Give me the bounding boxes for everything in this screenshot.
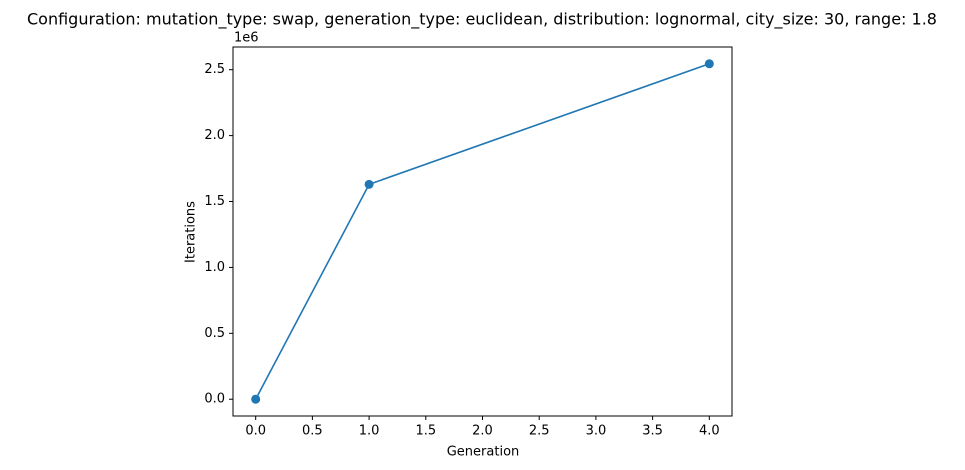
x-axis-label: Generation: [447, 445, 520, 460]
data-point: [704, 59, 714, 69]
y-tick-label: 1.5: [204, 194, 225, 209]
y-tick-label: 0.0: [204, 392, 225, 407]
y-tick-label: 2.5: [204, 62, 225, 77]
x-tick-label: 1.5: [415, 424, 436, 439]
x-tick-label: 1.0: [359, 424, 380, 439]
x-tick-label: 2.0: [472, 424, 493, 439]
x-tick-label: 3.0: [586, 424, 607, 439]
data-point: [364, 179, 374, 189]
data-line: [254, 63, 710, 400]
chart-title: Configuration: mutation_type: swap, gene…: [27, 10, 937, 30]
y-tick-label: 0.5: [204, 326, 225, 341]
y-offset-label: 1e6: [234, 31, 259, 46]
x-tick-label: 3.5: [642, 424, 663, 439]
plot-frame: [232, 46, 733, 417]
data-point: [251, 394, 261, 404]
x-tick-label: 0.0: [245, 424, 266, 439]
y-tick-label: 2.0: [204, 128, 225, 143]
x-tick-label: 0.5: [302, 424, 323, 439]
y-axis-label: Iterations: [184, 201, 199, 263]
x-tick-label: 4.0: [699, 424, 720, 439]
y-tick-label: 1.0: [204, 260, 225, 275]
x-tick-label: 2.5: [529, 424, 550, 439]
